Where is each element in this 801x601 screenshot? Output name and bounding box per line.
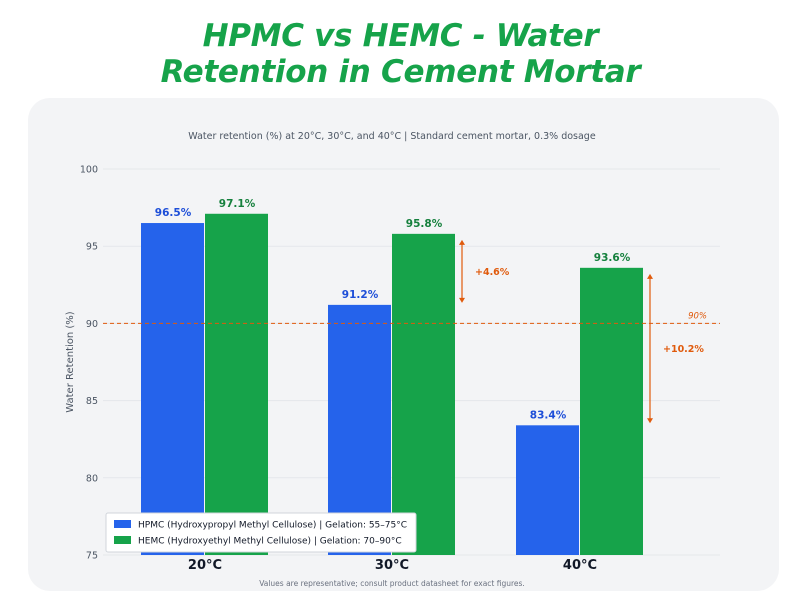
legend-box — [105, 512, 417, 553]
bar-hemc-0 — [205, 213, 268, 555]
reference-line-label: 90% — [688, 311, 707, 321]
data-label-hpmc-1: 91.2% — [342, 289, 379, 301]
y-tick-label: 100 — [80, 165, 98, 176]
legend-swatch-hemc — [114, 536, 131, 544]
delta-arrow-30c-label: +4.6% — [475, 267, 510, 278]
delta-arrow-40c-head-up — [647, 273, 653, 279]
delta-arrow-30c-head-up — [459, 239, 465, 245]
x-category-label-0: 20°C — [188, 558, 222, 573]
x-category-label-2: 40°C — [563, 558, 597, 573]
bar-hemc-1 — [392, 233, 455, 555]
bar-hpmc-2 — [516, 425, 579, 555]
legend-label-hemc: HEMC (Hydroxyethyl Methyl Cellulose) | G… — [138, 537, 402, 547]
data-label-hpmc-2: 83.4% — [530, 409, 567, 421]
delta-arrow-30c-head-down — [459, 297, 465, 303]
x-category-label-1: 30°C — [375, 558, 409, 573]
y-tick-label: 90 — [86, 319, 98, 330]
y-tick-label: 75 — [86, 551, 98, 562]
y-tick-label: 80 — [86, 473, 98, 484]
bar-hemc-2 — [580, 267, 643, 555]
page-title-line-2: Retention in Cement Mortar — [160, 54, 641, 90]
chart-footnote: Values are representative; consult produ… — [259, 579, 525, 588]
chart-subtitle: Water retention (%) at 20°C, 30°C, and 4… — [188, 131, 596, 142]
y-tick-label: 95 — [86, 242, 98, 253]
data-label-hemc-2: 93.6% — [594, 252, 631, 264]
y-tick-label: 85 — [86, 396, 98, 407]
data-label-hemc-0: 97.1% — [219, 198, 256, 210]
page-title: HPMC vs HEMC - Water Retention in Cement… — [0, 18, 801, 90]
delta-arrow-40c-label: +10.2% — [663, 344, 704, 355]
page-title-line-1: HPMC vs HEMC - Water — [202, 18, 599, 54]
data-label-hemc-1: 95.8% — [406, 218, 443, 230]
data-label-hpmc-0: 96.5% — [155, 207, 192, 219]
legend-label-hpmc: HPMC (Hydroxypropyl Methyl Cellulose) | … — [138, 521, 407, 531]
bar-hpmc-0 — [141, 223, 204, 556]
legend-swatch-hpmc — [114, 520, 131, 528]
y-axis-title: Water Retention (%) — [65, 311, 76, 413]
delta-arrow-40c-head-down — [647, 418, 653, 424]
